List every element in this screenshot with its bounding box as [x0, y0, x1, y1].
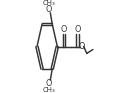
Text: O: O	[74, 25, 81, 34]
Text: O: O	[61, 25, 67, 34]
Text: O: O	[79, 42, 85, 51]
Text: CH₃: CH₃	[42, 87, 55, 93]
Text: O: O	[46, 79, 52, 88]
Text: O: O	[46, 5, 52, 14]
Text: CH₃: CH₃	[42, 0, 55, 6]
